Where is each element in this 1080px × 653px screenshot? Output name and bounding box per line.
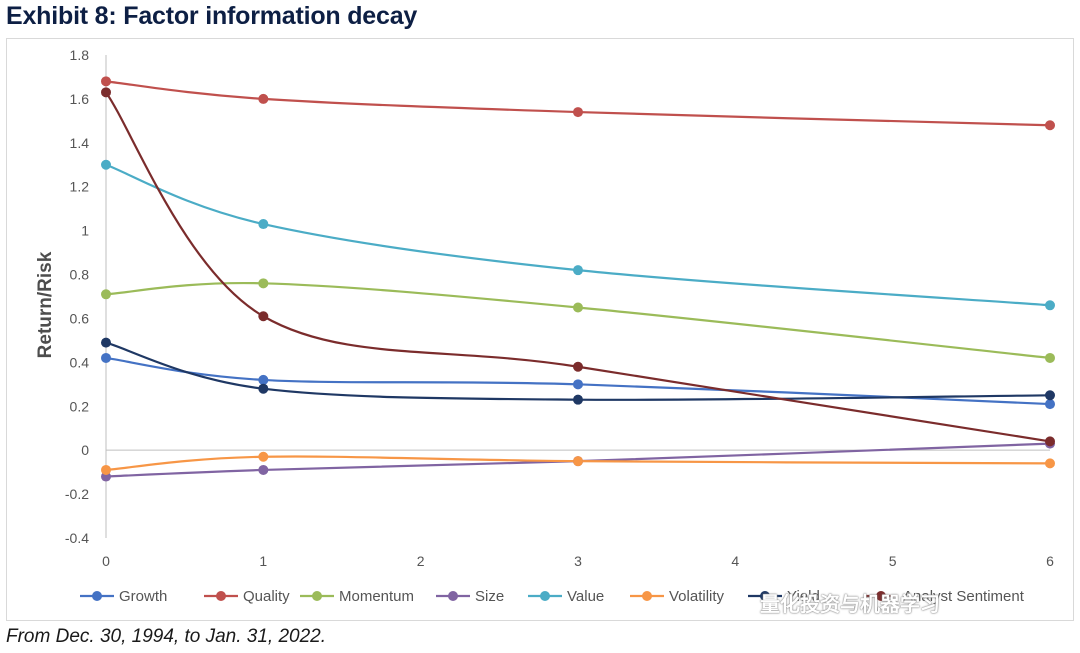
legend-marker-volatility [642,591,652,601]
data-point-analyst-sentiment [573,361,583,372]
data-point-yield [573,394,583,405]
data-point-growth [1045,399,1055,410]
y-tick-label: 1.6 [70,91,90,107]
data-point-momentum [101,289,111,300]
legend-marker-size [448,591,458,601]
y-tick-label: 0.4 [70,354,90,370]
legend-marker-yield [760,591,770,601]
footnote: From Dec. 30, 1994, to Jan. 31, 2022. [6,626,327,647]
data-point-growth [573,379,583,390]
x-tick-label: 1 [259,553,267,569]
legend-label-volatility: Volatility [669,588,725,605]
x-tick-label: 4 [731,553,739,569]
data-point-yield [1045,390,1055,401]
y-tick-label: 0.8 [70,267,90,283]
data-point-analyst-sentiment [101,87,111,98]
data-point-value [258,219,269,230]
series-line-size [105,442,1051,478]
y-tick-label: 1 [81,223,89,239]
legend-label-size: Size [475,588,504,605]
data-point-yield [101,337,111,348]
y-tick-label: 1.4 [70,135,90,151]
y-axis-label: Return/Risk [35,251,56,358]
series-line-yield [105,341,1051,401]
data-point-volatility [101,464,111,475]
data-point-analyst-sentiment [1045,436,1055,447]
legend-item-volatility: Volatility [630,588,725,605]
legend-item-analyst-sentiment: Analyst Sentiment [864,588,1025,605]
data-point-value [101,159,111,170]
data-point-quality [1045,120,1055,131]
y-tick-label: -0.4 [65,530,89,546]
data-point-growth [101,352,111,363]
x-tick-label: 0 [102,553,110,569]
legend-item-growth: Growth [80,588,167,605]
series-line-volatility [105,455,1051,472]
watermark-text: 量化投资与机器学习 [760,594,940,616]
legend-label-quality: Quality [243,588,290,605]
series-line-analyst-sentiment [105,91,1051,443]
data-point-yield [258,383,269,394]
legend-item-size: Size [436,588,504,605]
data-point-quality [101,76,111,87]
data-point-volatility [258,451,269,462]
legend-label-yield: Yield [787,588,820,605]
legend-label-momentum: Momentum [339,588,414,605]
data-point-value [1045,300,1055,311]
data-point-quality [573,107,583,118]
legend-item-value: Value [528,588,604,605]
legend-marker-growth [92,591,102,601]
y-tick-label: -0.2 [65,486,89,502]
chart-title: Exhibit 8: Factor information decay [6,2,418,30]
data-point-momentum [258,278,269,289]
legend-item-quality: Quality [204,588,290,605]
x-tick-label: 5 [889,553,897,569]
legend-item-yield: Yield [748,588,820,605]
y-tick-label: 1.8 [70,47,90,63]
data-point-quality [258,93,269,104]
legend-marker-value [540,591,550,601]
y-tick-label: 0.6 [70,310,90,326]
y-tick-label: 0 [81,442,89,458]
legend-label-analyst-sentiment: Analyst Sentiment [903,588,1025,605]
data-point-volatility [1045,458,1055,469]
data-point-value [573,265,583,276]
legend-item-momentum: Momentum [300,588,414,605]
y-tick-label: 0.2 [70,398,90,414]
x-tick-label: 3 [574,553,582,569]
data-point-momentum [1045,352,1055,363]
series-line-value [105,163,1051,307]
series-line-momentum [105,281,1051,360]
data-point-momentum [573,302,583,313]
legend-label-value: Value [567,588,604,605]
y-tick-label: 1.2 [70,179,90,195]
data-point-growth [258,374,269,385]
legend-label-growth: Growth [119,588,167,605]
x-tick-label: 6 [1046,553,1054,569]
legend-marker-analyst-sentiment [876,591,886,601]
x-tick-label: 2 [417,553,425,569]
data-point-size [258,464,269,475]
legend-marker-momentum [312,591,322,601]
data-point-volatility [573,456,583,467]
data-point-analyst-sentiment [258,311,269,322]
legend-marker-quality [216,591,226,601]
chart-frame [6,38,1074,621]
series-line-quality [105,80,1051,127]
